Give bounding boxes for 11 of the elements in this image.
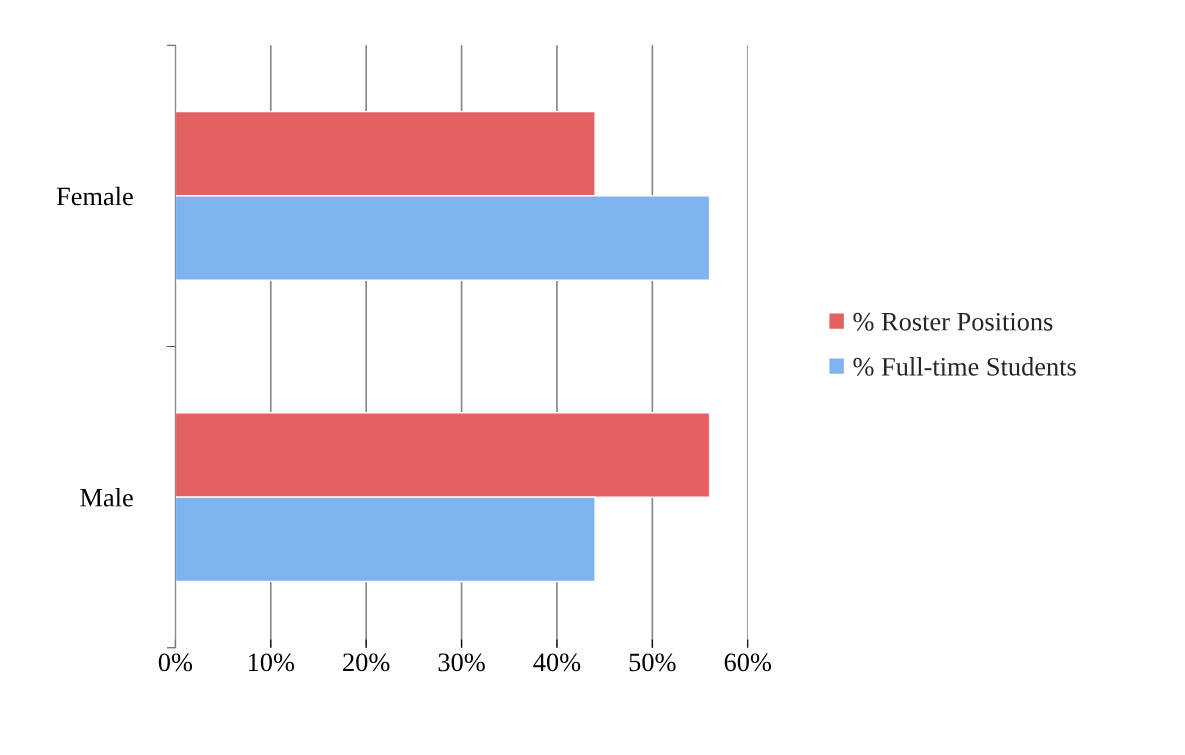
x-tick-label: 60% xyxy=(724,653,772,672)
x-tick-label: 40% xyxy=(533,653,581,672)
legend-label: % Roster Positions xyxy=(853,312,1053,331)
x-tick-label: 20% xyxy=(343,653,390,672)
legend-label: % Full-time Students xyxy=(853,357,1076,376)
y-tick-label: Male xyxy=(80,488,133,507)
x-tick-label: 0% xyxy=(158,653,193,672)
x-tick-label: 30% xyxy=(438,653,485,672)
x-tick-label: 50% xyxy=(629,653,676,672)
x-tick-label: 10% xyxy=(248,653,295,672)
y-tick-label: Female xyxy=(56,186,133,206)
